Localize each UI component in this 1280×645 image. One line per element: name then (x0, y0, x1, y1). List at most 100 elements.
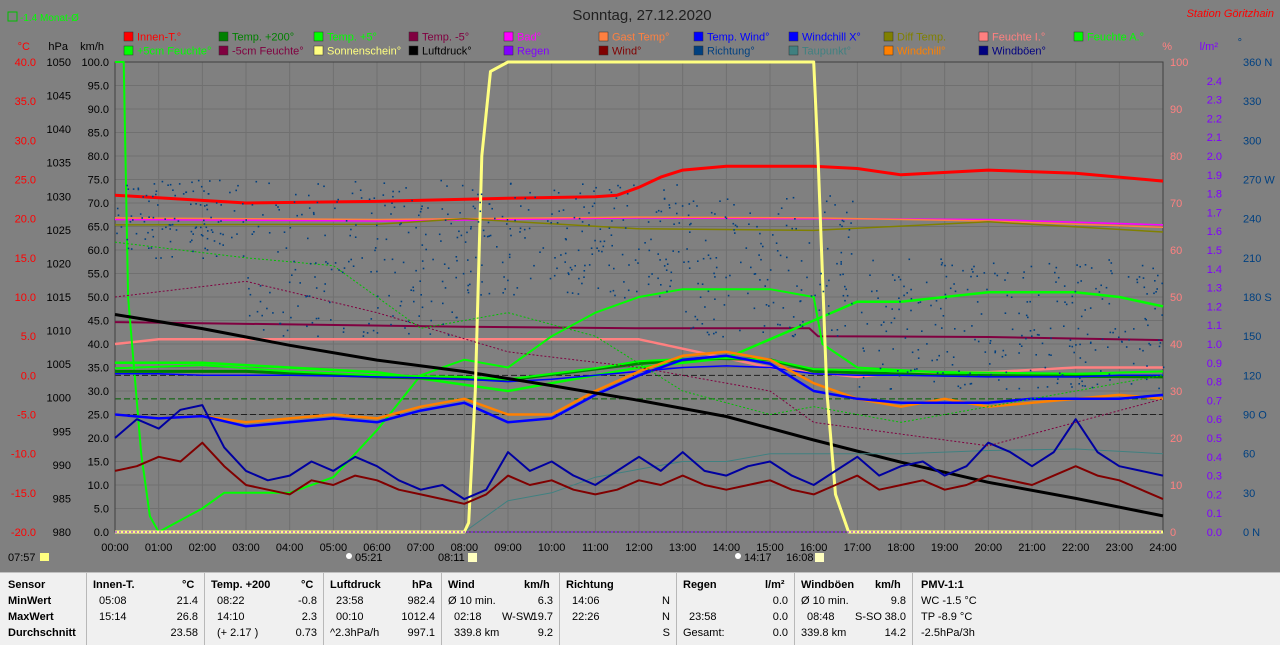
richtung-point (588, 264, 591, 266)
richtung-point (203, 190, 205, 192)
richtung-point (370, 318, 373, 320)
dir-tick-label: 150 (1243, 331, 1261, 343)
temp-tick-label: 5.0 (21, 331, 36, 343)
sun-icon (815, 553, 824, 562)
richtung-point (1035, 354, 1037, 356)
richtung-point (506, 223, 508, 225)
richtung-point (733, 229, 735, 231)
series-lines (114, 60, 1164, 534)
richtung-point (906, 371, 909, 373)
richtung-point (306, 295, 309, 297)
richtung-point (554, 257, 556, 259)
richtung-point (1132, 362, 1135, 365)
richtung-point (295, 193, 297, 196)
innen-title: Innen-T. (93, 579, 135, 591)
richtung-point (1142, 277, 1145, 279)
hum-tick-label: 70 (1170, 198, 1182, 210)
richtung-point (732, 222, 735, 225)
richtung-point (1148, 342, 1150, 345)
temp-tick-label: -15.0 (11, 488, 36, 500)
dir-tick-label: 300 (1243, 135, 1261, 147)
hum-tick-label: 60 (1170, 245, 1182, 257)
richtung-point (447, 213, 449, 216)
richtung-point (391, 258, 394, 261)
richtung-point (910, 369, 912, 372)
dir-tick-label: 330 (1243, 96, 1261, 108)
richtung-point (666, 263, 669, 265)
temp-tick-label: 40.0 (15, 57, 36, 69)
richtung-point (692, 326, 695, 329)
richtung-point (206, 237, 209, 240)
richtung-point (411, 199, 413, 202)
richtung-point (399, 223, 401, 226)
richtung-point (447, 267, 450, 269)
richtung-point (949, 287, 952, 290)
richtung-point (432, 258, 434, 261)
richtung-point (623, 281, 625, 283)
richtung-point (297, 305, 299, 307)
richtung-point (558, 210, 560, 212)
legend-label: Feuchte A.° (1087, 32, 1144, 44)
richtung-point (475, 256, 477, 259)
time-tick-label: 06:00 (363, 542, 391, 554)
richtung-point (940, 258, 942, 260)
series-line (115, 365, 1163, 383)
richtung-point (174, 194, 176, 197)
richtung-point (257, 225, 260, 228)
richtung-point (670, 279, 672, 282)
luftdruck-max-time: 00:10 (336, 611, 364, 623)
richtung-point (984, 351, 987, 353)
richtung-point (953, 283, 955, 285)
richtung-point (354, 236, 357, 238)
richtung-point (634, 259, 637, 261)
richtung-point (330, 268, 333, 271)
richtung-point (294, 268, 297, 271)
richtung-point (177, 220, 180, 222)
richtung-point (315, 317, 318, 320)
richtung-point (504, 288, 506, 290)
richtung-point (440, 240, 442, 242)
richtung-point (612, 289, 615, 292)
richtung-point (311, 321, 314, 324)
richtung-point (1130, 383, 1133, 385)
richtung-point (1139, 348, 1141, 350)
richtung-point (487, 221, 490, 224)
richtung-point (207, 230, 209, 232)
richtung-point (360, 197, 363, 199)
richtung-point (325, 261, 327, 263)
richtung-point (1037, 386, 1039, 389)
richtung-point (687, 260, 690, 263)
boeen-unit: km/h (875, 579, 901, 591)
rain-tick-label: 1.8 (1207, 189, 1222, 201)
richtung-point (1005, 371, 1008, 374)
moonrise-label: 05:21 (355, 552, 383, 564)
richtung-point (1004, 279, 1006, 281)
series-line (114, 404, 1164, 501)
hum-tick-label: 90 (1170, 104, 1182, 116)
richtung-point (350, 228, 352, 231)
richtung-point (747, 292, 749, 295)
richtung-point (1080, 315, 1083, 318)
richtung-point (1108, 373, 1111, 375)
richtung-point (1136, 278, 1138, 281)
richtung-point (408, 332, 410, 335)
richtung-point (1157, 274, 1159, 277)
richtung-point (474, 207, 476, 210)
richtung-point (315, 287, 318, 289)
richtung-point (992, 262, 995, 265)
richtung-point (946, 351, 949, 353)
richtung-point (206, 208, 209, 211)
legend-swatch (1073, 31, 1084, 42)
luftdruck-max-val: 1012.4 (401, 611, 435, 623)
richtung-point (1020, 345, 1023, 347)
richtung-point (262, 214, 264, 216)
richtung-point (1056, 382, 1059, 385)
richtung-point (977, 340, 980, 343)
richtung-point (754, 273, 757, 275)
richtung-point (1151, 375, 1153, 377)
richtung-point (317, 317, 320, 320)
richtung-point (714, 298, 716, 300)
series-line (114, 217, 1164, 233)
temp-unit-label: °C (18, 41, 30, 53)
richtung-point (933, 380, 935, 383)
